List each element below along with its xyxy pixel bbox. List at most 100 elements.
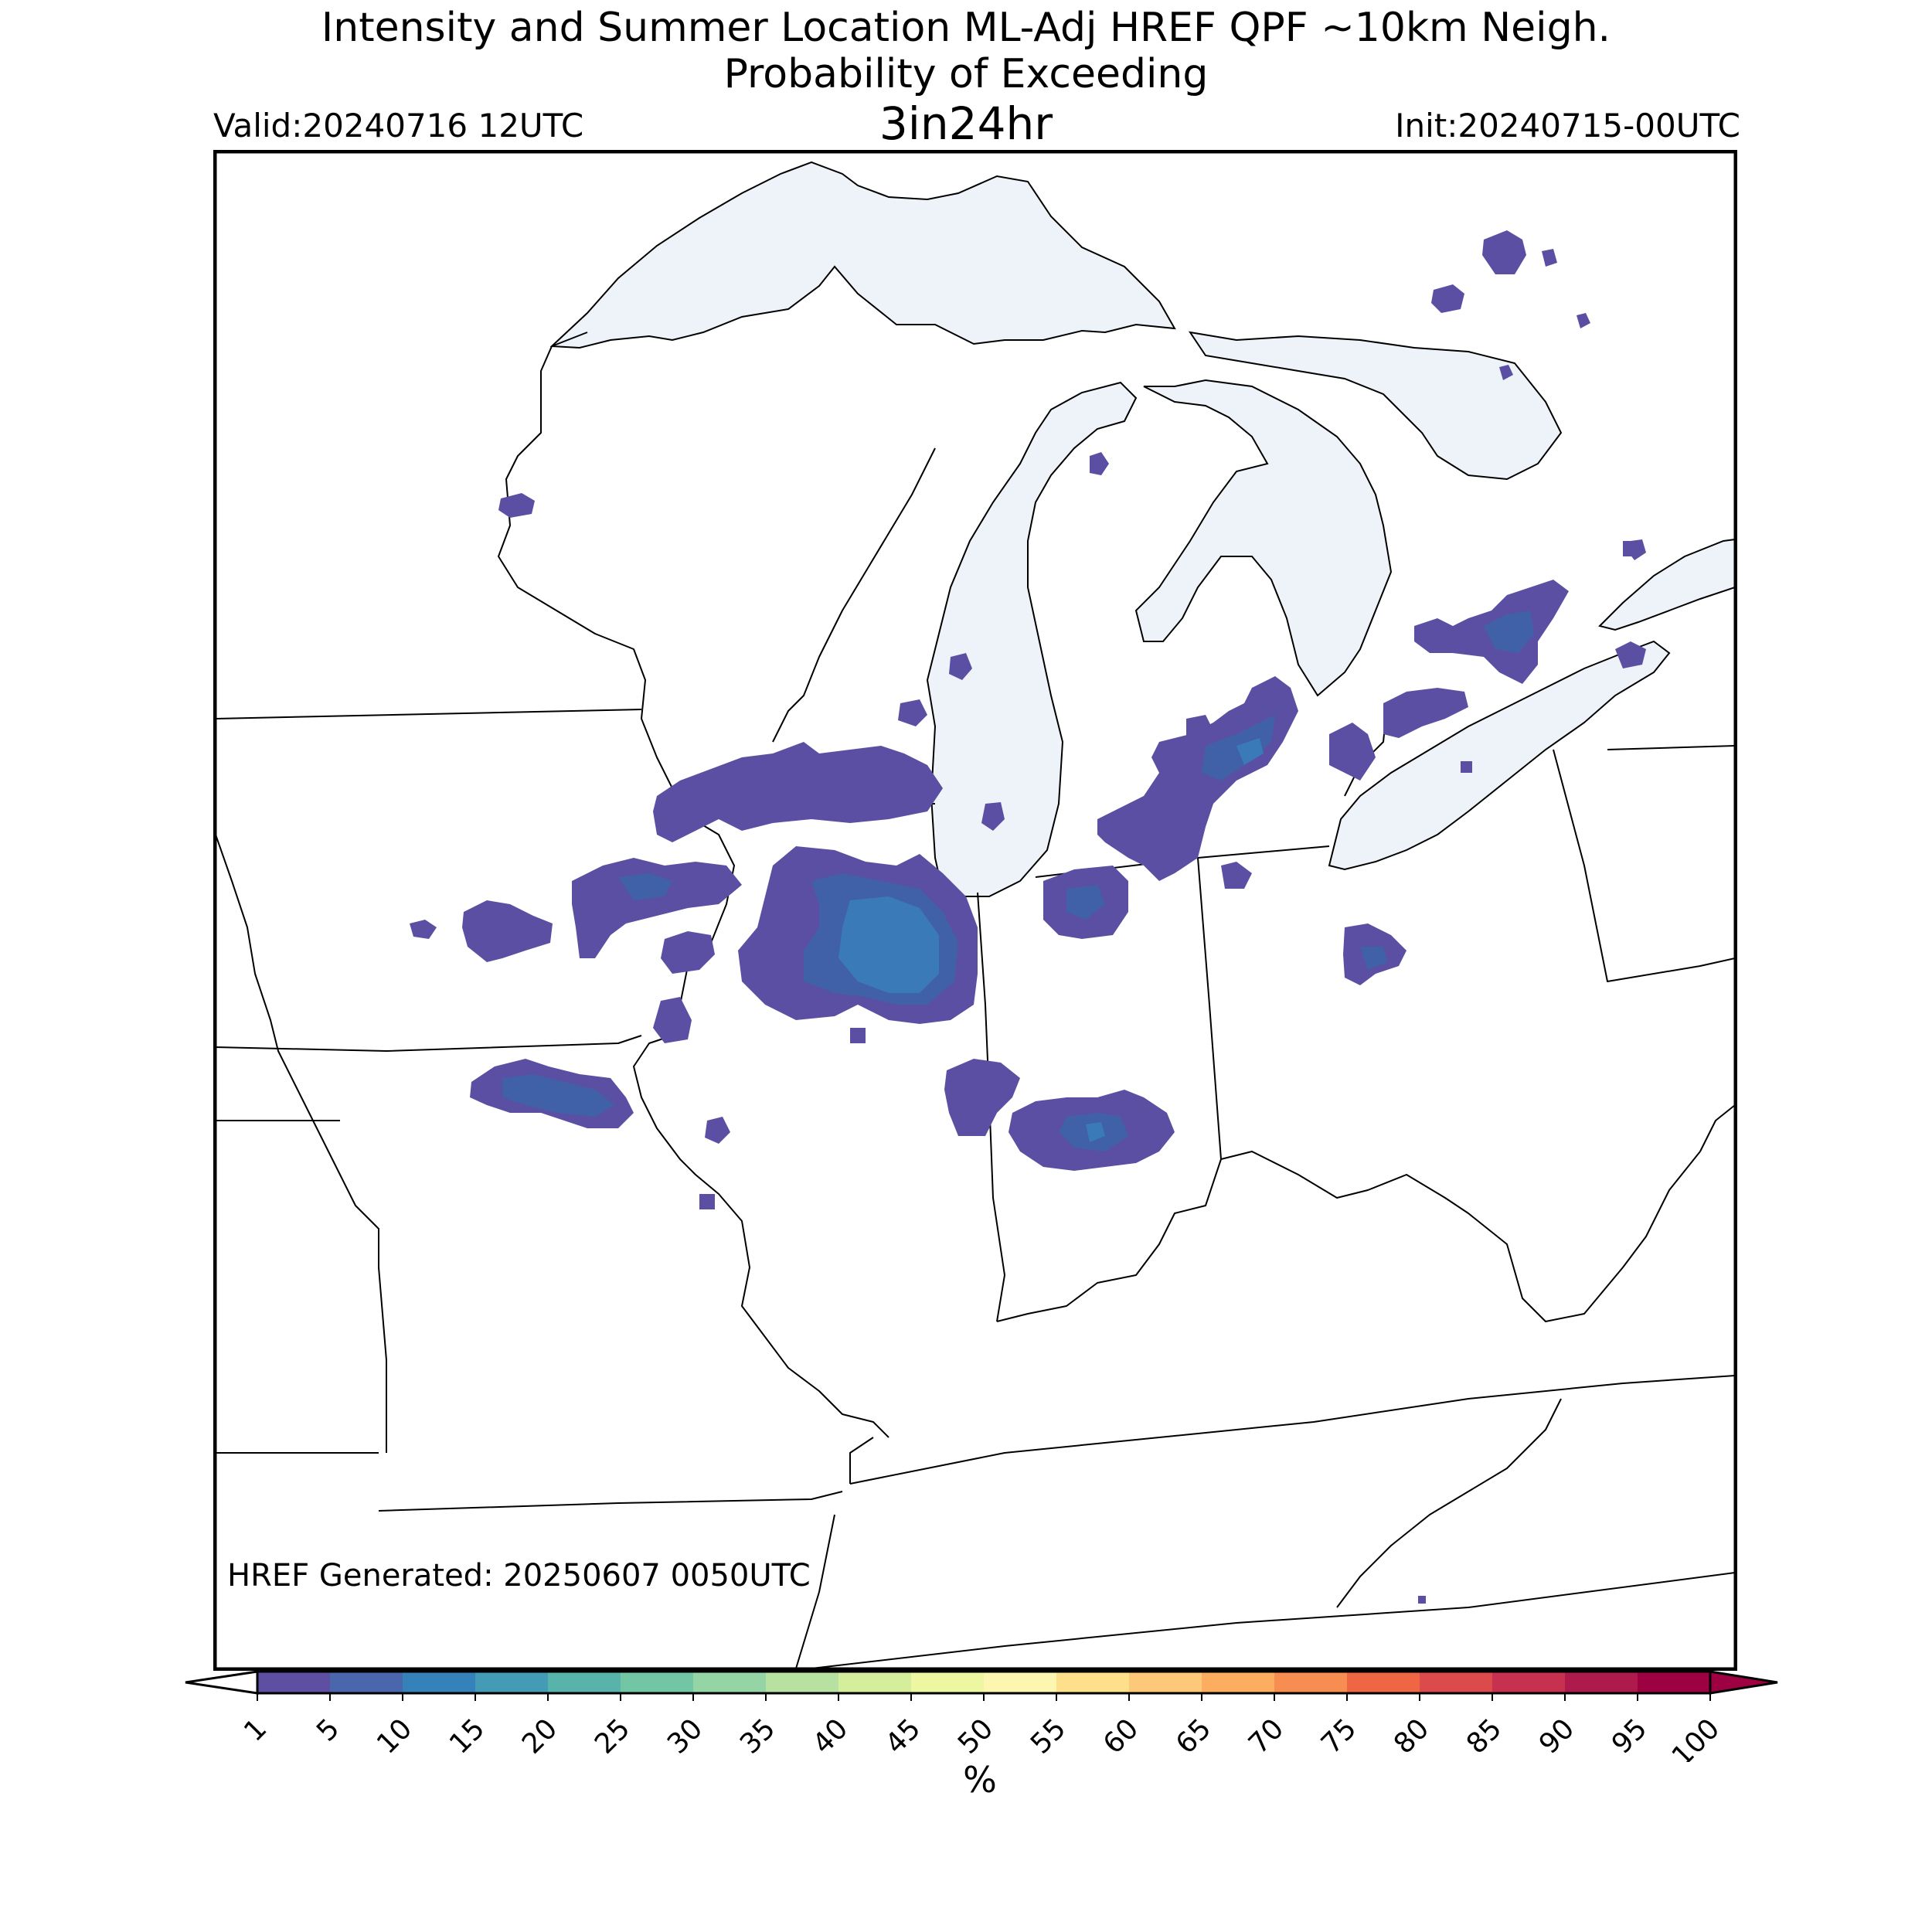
core-iowa-east-mid [618,873,672,900]
colorbar-tick-label: 75 [1315,1713,1362,1760]
border-iowa-missouri [216,1035,642,1052]
border-kentucky-tennessee [849,1375,1735,1485]
prob-10-to-15-percent [838,738,1264,1142]
colorbar-tick-label: 30 [662,1713,709,1760]
colorbar-tick-label: 100 [1666,1713,1726,1762]
colorbar-bin [621,1672,694,1693]
chart-title-threshold: 3in24hr [879,97,1053,150]
blob-wisconsin-nw [498,493,535,518]
blob-ontario-east-2 [1623,541,1634,556]
chart-title-line-1: Intensity and Summer Location ML-Adj HRE… [321,5,1611,51]
border-ohio-pennsylvania [1553,749,1735,982]
blob-michigan-upper [1090,452,1109,475]
colorbar-bin [693,1672,767,1693]
blob-missouri-speck-2 [699,1194,715,1209]
blob-thumb [1329,723,1376,781]
colorbar-bin [1420,1672,1493,1693]
valid-time-label: Valid:20240716 12UTC [213,107,584,145]
colorbar-bin [1202,1672,1275,1693]
border-iowa-illinois [633,811,889,1438]
colorbar-tick-label: 45 [879,1713,927,1760]
colorbar-bin [1638,1672,1711,1693]
blob-michigan-small [1186,715,1213,746]
blob-iowa-west [462,900,553,962]
border-wv [1699,1104,1735,1152]
border-canada-minnesota [551,332,588,347]
blob-iowa-speck [410,920,437,939]
border-missouri-arkansas [378,1491,843,1512]
colorbar-bins [185,1670,1778,1695]
colorbar-bin [1565,1672,1638,1693]
blob-indiana-west [944,1059,1020,1136]
lake-michigan [926,381,1138,897]
core-missouri-north-mid [502,1074,614,1117]
blob-quebec-4 [1577,313,1590,328]
colorbar-tick-label: 95 [1606,1713,1653,1760]
map-canvas [216,152,1735,1668]
blob-northern-illinois-band [653,742,943,842]
border-ohio-river [996,1151,1701,1322]
core-ohio-nw-mid [1360,947,1387,970]
core-central-illinois-inner [838,896,939,993]
colorbar-tick-label: 70 [1243,1713,1290,1760]
chart-title-line-2: Probability of Exceeding [723,51,1209,97]
blob-ontario-sw [1383,688,1468,738]
colorbar-tick-label: 40 [807,1713,854,1760]
colorbar-tick-label: 90 [1533,1713,1580,1760]
blob-illinois-west [661,931,715,974]
colorbar: 1 5 10 15 20 25 30 35 40 45 50 55 60 65 70 75 80 85 90 95 10… [185,1670,1778,1762]
colorbar-tick-label: 25 [589,1713,636,1760]
border-ny-pennsylvania [1607,745,1735,750]
blob-michigan-band [1097,676,1298,881]
border-illinois-indiana [977,892,1005,1322]
colorbar-tick-label: 10 [371,1713,418,1760]
core-michigan-inner [1236,738,1264,765]
core-ontario-huron-mid [1484,611,1534,653]
blob-wisconsin-south [898,699,927,726]
colorbar-tick-label: 65 [1170,1713,1217,1760]
probability-shading [410,230,1646,1604]
border-minnesota-wisconsin [498,345,673,789]
colorbar-extend-high [1709,1670,1778,1695]
init-time-label: Init:20240715-00UTC [1395,107,1740,145]
blob-wisconsin-east [949,653,972,680]
colorbar-bin [1492,1672,1566,1693]
blob-illinois-west-2 [653,997,692,1043]
border-nebraska-iowa [216,834,387,1453]
colorbar-extend-low [185,1670,259,1695]
border-virginia-nc [1336,1398,1562,1608]
border-upper-michigan-wisconsin [772,447,936,743]
colorbar-bin [257,1672,331,1693]
colorbar-bin [911,1672,985,1693]
colorbar-bin [403,1672,476,1693]
border-mississippi-south [795,1514,835,1668]
colorbar-bin [475,1672,549,1693]
colorbar-bin [1274,1672,1348,1693]
colorbar-bin [330,1672,403,1693]
colorbar-tick-label: 80 [1388,1713,1435,1760]
colorbar-tick-label: 1 [238,1713,273,1747]
colorbar-ticks: 1 5 10 15 20 25 30 35 40 45 50 55 60 65 70 75 80 85 90 95 10… [238,1693,1726,1762]
lakes [549,161,1735,897]
blob-iowa-east [572,858,742,958]
colorbar-tick-label: 60 [1097,1713,1145,1760]
border-kentucky-south [849,1437,874,1484]
blob-erie-speck [1461,761,1472,773]
colorbar-tick-label: 20 [516,1713,563,1760]
core-indiana-inner [1086,1122,1105,1142]
core-nw-indiana-mid [1066,885,1105,920]
blob-ontario-east [1615,641,1646,668]
map-panel [213,150,1737,1671]
colorbar-bin [1056,1672,1130,1693]
colorbar-unit-label: % [963,1759,997,1801]
blob-tennessee-speck [1418,1596,1426,1604]
blob-michigan-se [1221,862,1252,889]
blob-quebec-3 [1431,284,1464,313]
lake-superior [549,161,1176,349]
colorbar-bin [548,1672,621,1693]
colorbar-bin [984,1672,1057,1693]
generated-timestamp: HREF Generated: 20250607 0050UTC [227,1558,811,1594]
blob-illinois-ne [981,802,1005,831]
colorbar-bin [766,1672,839,1693]
colorbar-tick-label: 5 [311,1713,345,1747]
